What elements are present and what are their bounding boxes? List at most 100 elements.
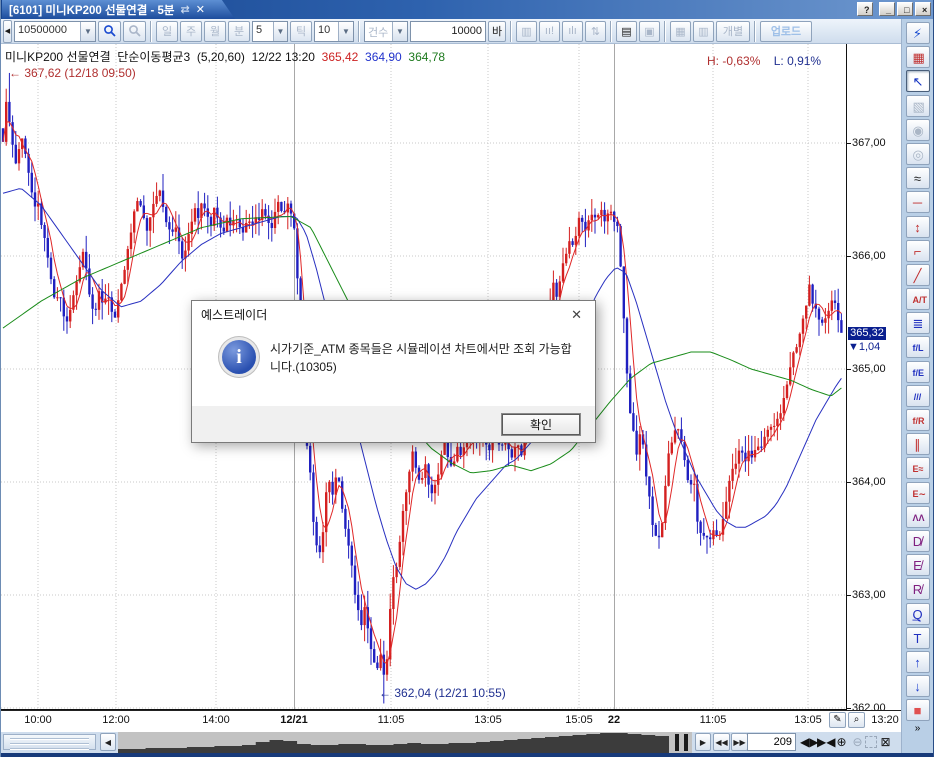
dialog-close-icon[interactable]: ✕ [567, 307, 586, 323]
splitter-handle[interactable] [3, 734, 96, 750]
vline-tool-icon-button[interactable]: ↕ [905, 215, 930, 238]
time-axis-label: 12/21 [280, 714, 308, 726]
fib-lines-icon-button[interactable]: ≣ [905, 312, 930, 335]
range-slider-right[interactable] [684, 734, 688, 751]
weekly-button[interactable]: 주 [180, 20, 202, 42]
individual-button[interactable]: 개별 [716, 20, 750, 42]
price-change: ▼1,04 [848, 340, 881, 353]
hand-tool-icon-button[interactable]: ◉ [905, 118, 930, 141]
swap-icon[interactable]: ⇄ [180, 4, 190, 16]
info-icon: i [222, 340, 256, 374]
count-input[interactable] [410, 20, 486, 42]
refresh-icon-button[interactable]: ⚡ [905, 22, 930, 44]
bar-style-button[interactable]: ıı! [539, 20, 560, 42]
time-axis-label: 13:20 [871, 714, 899, 726]
more-chevron-button[interactable]: » [906, 723, 930, 735]
monitor-button[interactable]: ▣ [639, 20, 660, 42]
axis-zoom-button[interactable]: ⌕ [848, 712, 865, 728]
window-bottom-border [1, 753, 933, 757]
eraser-tool-icon-button[interactable]: ◎ [905, 142, 930, 165]
zoom-in-icon[interactable]: ⊕ [834, 734, 849, 750]
tick-period-combo[interactable]: 10 ▼ [314, 20, 354, 42]
chart-grid-icon-button[interactable]: ▦ [905, 46, 930, 69]
range-slider-left[interactable] [675, 734, 679, 751]
zoom-out-icon[interactable]: ⊖ [850, 734, 865, 750]
monthly-button[interactable]: 월 [204, 20, 226, 42]
close-scrollbar-icon[interactable]: ⊠ [878, 734, 893, 750]
step-line-icon-button[interactable]: ⌐ [905, 239, 930, 262]
rewind-button[interactable]: ◀◀ [713, 733, 730, 751]
multi-chart-button[interactable]: ▦ [670, 20, 691, 42]
arrow-left-icon: ← [9, 66, 21, 80]
elliott-wave2-icon-button[interactable]: E∼ [905, 481, 930, 504]
fib-e-icon-button[interactable]: f/E [905, 360, 930, 383]
dialog-footer: 확인 [192, 406, 595, 442]
search-button[interactable] [98, 20, 121, 42]
fib-l-icon-button[interactable]: f/L [905, 336, 930, 359]
text-annotation-icon-button[interactable]: A/T [905, 288, 930, 311]
tab-close-icon[interactable]: ✕ [195, 4, 205, 16]
search-cancel-button[interactable] [123, 20, 146, 42]
dialog-message: 시가기준_ATM 종목들은 시뮬레이션 차트에서만 조회 가능합니다.(1030… [270, 342, 572, 374]
chevron-down-icon[interactable]: ▼ [392, 21, 407, 41]
maximize-button[interactable]: □ [897, 2, 913, 16]
ok-button[interactable]: 확인 [501, 413, 581, 436]
cursor-icon-button[interactable]: ↖ [905, 70, 930, 93]
new-page-button[interactable]: ▤ [616, 20, 637, 42]
close-button[interactable]: × [915, 2, 931, 16]
updown-style-button[interactable]: ⇅ [585, 20, 606, 42]
help-button[interactable]: ? [857, 2, 873, 16]
toolbar-separator [754, 20, 756, 42]
hline-tool-icon-button[interactable]: ─ [905, 191, 930, 214]
upload-button[interactable]: 업로드 [760, 20, 812, 42]
memo-icon-button[interactable]: Q̲ [905, 602, 930, 625]
hatch-r-icon-button[interactable]: R̸ [905, 578, 930, 601]
stop-icon-button[interactable]: ■ [905, 699, 930, 722]
low-annotation: ← 362,04 (12/21 10:55) [379, 686, 506, 700]
study-name: 단순이동평균3 [117, 50, 191, 64]
daily-button[interactable]: 일 [156, 20, 178, 42]
expand-icon[interactable]: ◀▶ [800, 734, 819, 749]
text-tool-icon-button[interactable]: T [905, 626, 930, 649]
marquee-zoom-icon[interactable] [865, 736, 877, 748]
arrow-down-icon-button[interactable]: ↓ [905, 675, 930, 698]
candle-style-button[interactable]: ▥ [516, 20, 537, 42]
chevron-down-icon[interactable]: ▼ [273, 21, 287, 41]
minute-period-combo[interactable]: 5 ▼ [252, 20, 288, 42]
toolbar-separator [610, 20, 612, 42]
snap-icon[interactable]: ▶◀ [817, 734, 836, 749]
play-button[interactable]: ▶ [695, 733, 711, 751]
time-axis-label: 11:05 [699, 714, 727, 726]
tab-title: [6101] 미니KP200 선물연결 - 5분 [9, 4, 175, 17]
volume-style-button[interactable]: ılı [562, 20, 583, 42]
fast-forward-button[interactable]: ▶▶ [731, 733, 748, 751]
elliott-wave-icon-button[interactable]: E≈ [905, 457, 930, 480]
fib-r-icon-button[interactable]: f/R [905, 409, 930, 431]
minimap-track[interactable] [118, 732, 692, 753]
chart-tab[interactable]: [6101] 미니KP200 선물연결 - 5분 ⇄ ✕ [2, 0, 235, 19]
chevron-down-icon[interactable]: ▼ [338, 21, 353, 41]
tick-button[interactable]: 틱 [290, 20, 312, 42]
toolbar-back-button[interactable]: ◀ [3, 19, 12, 43]
bar-button[interactable]: 바 [488, 20, 506, 42]
minute-button[interactable]: 분 [228, 20, 250, 42]
bar-count-input[interactable] [747, 733, 796, 751]
symbol-combo[interactable]: 10500000 ▼ [14, 20, 96, 42]
crosshair-icon-button[interactable]: ▧ [905, 94, 930, 117]
minimize-button[interactable]: _ [879, 2, 895, 16]
arrow-up-icon-button[interactable]: ↑ [905, 650, 930, 673]
chart-area[interactable]: 미니KP200 선물연결 단순이동평균3 (5,20,60) 12/22 13:… [1, 44, 903, 714]
count-mode-combo[interactable]: 건수 ▼ [364, 20, 408, 42]
draw-pencil-button[interactable]: ✎ [829, 712, 846, 728]
trendline-icon-button[interactable]: ╱ [905, 263, 930, 286]
parallel-lines-icon-button[interactable]: ∥ [905, 433, 930, 456]
line-chart-icon-button[interactable]: ≈ [905, 167, 930, 190]
window-buttons: ? _ □ × [857, 2, 931, 16]
fan-lines-icon-button[interactable]: /// [905, 384, 930, 407]
hatch-d-icon-button[interactable]: D̸ [905, 529, 930, 552]
scroll-left-button[interactable]: ◀ [100, 733, 116, 751]
zigzag-icon-button[interactable]: ΛΛ [905, 505, 930, 528]
grid-chart-button[interactable]: ▥ [693, 20, 714, 42]
hatch-e-icon-button[interactable]: E̸ [905, 554, 930, 577]
chevron-down-icon[interactable]: ▼ [80, 21, 95, 41]
